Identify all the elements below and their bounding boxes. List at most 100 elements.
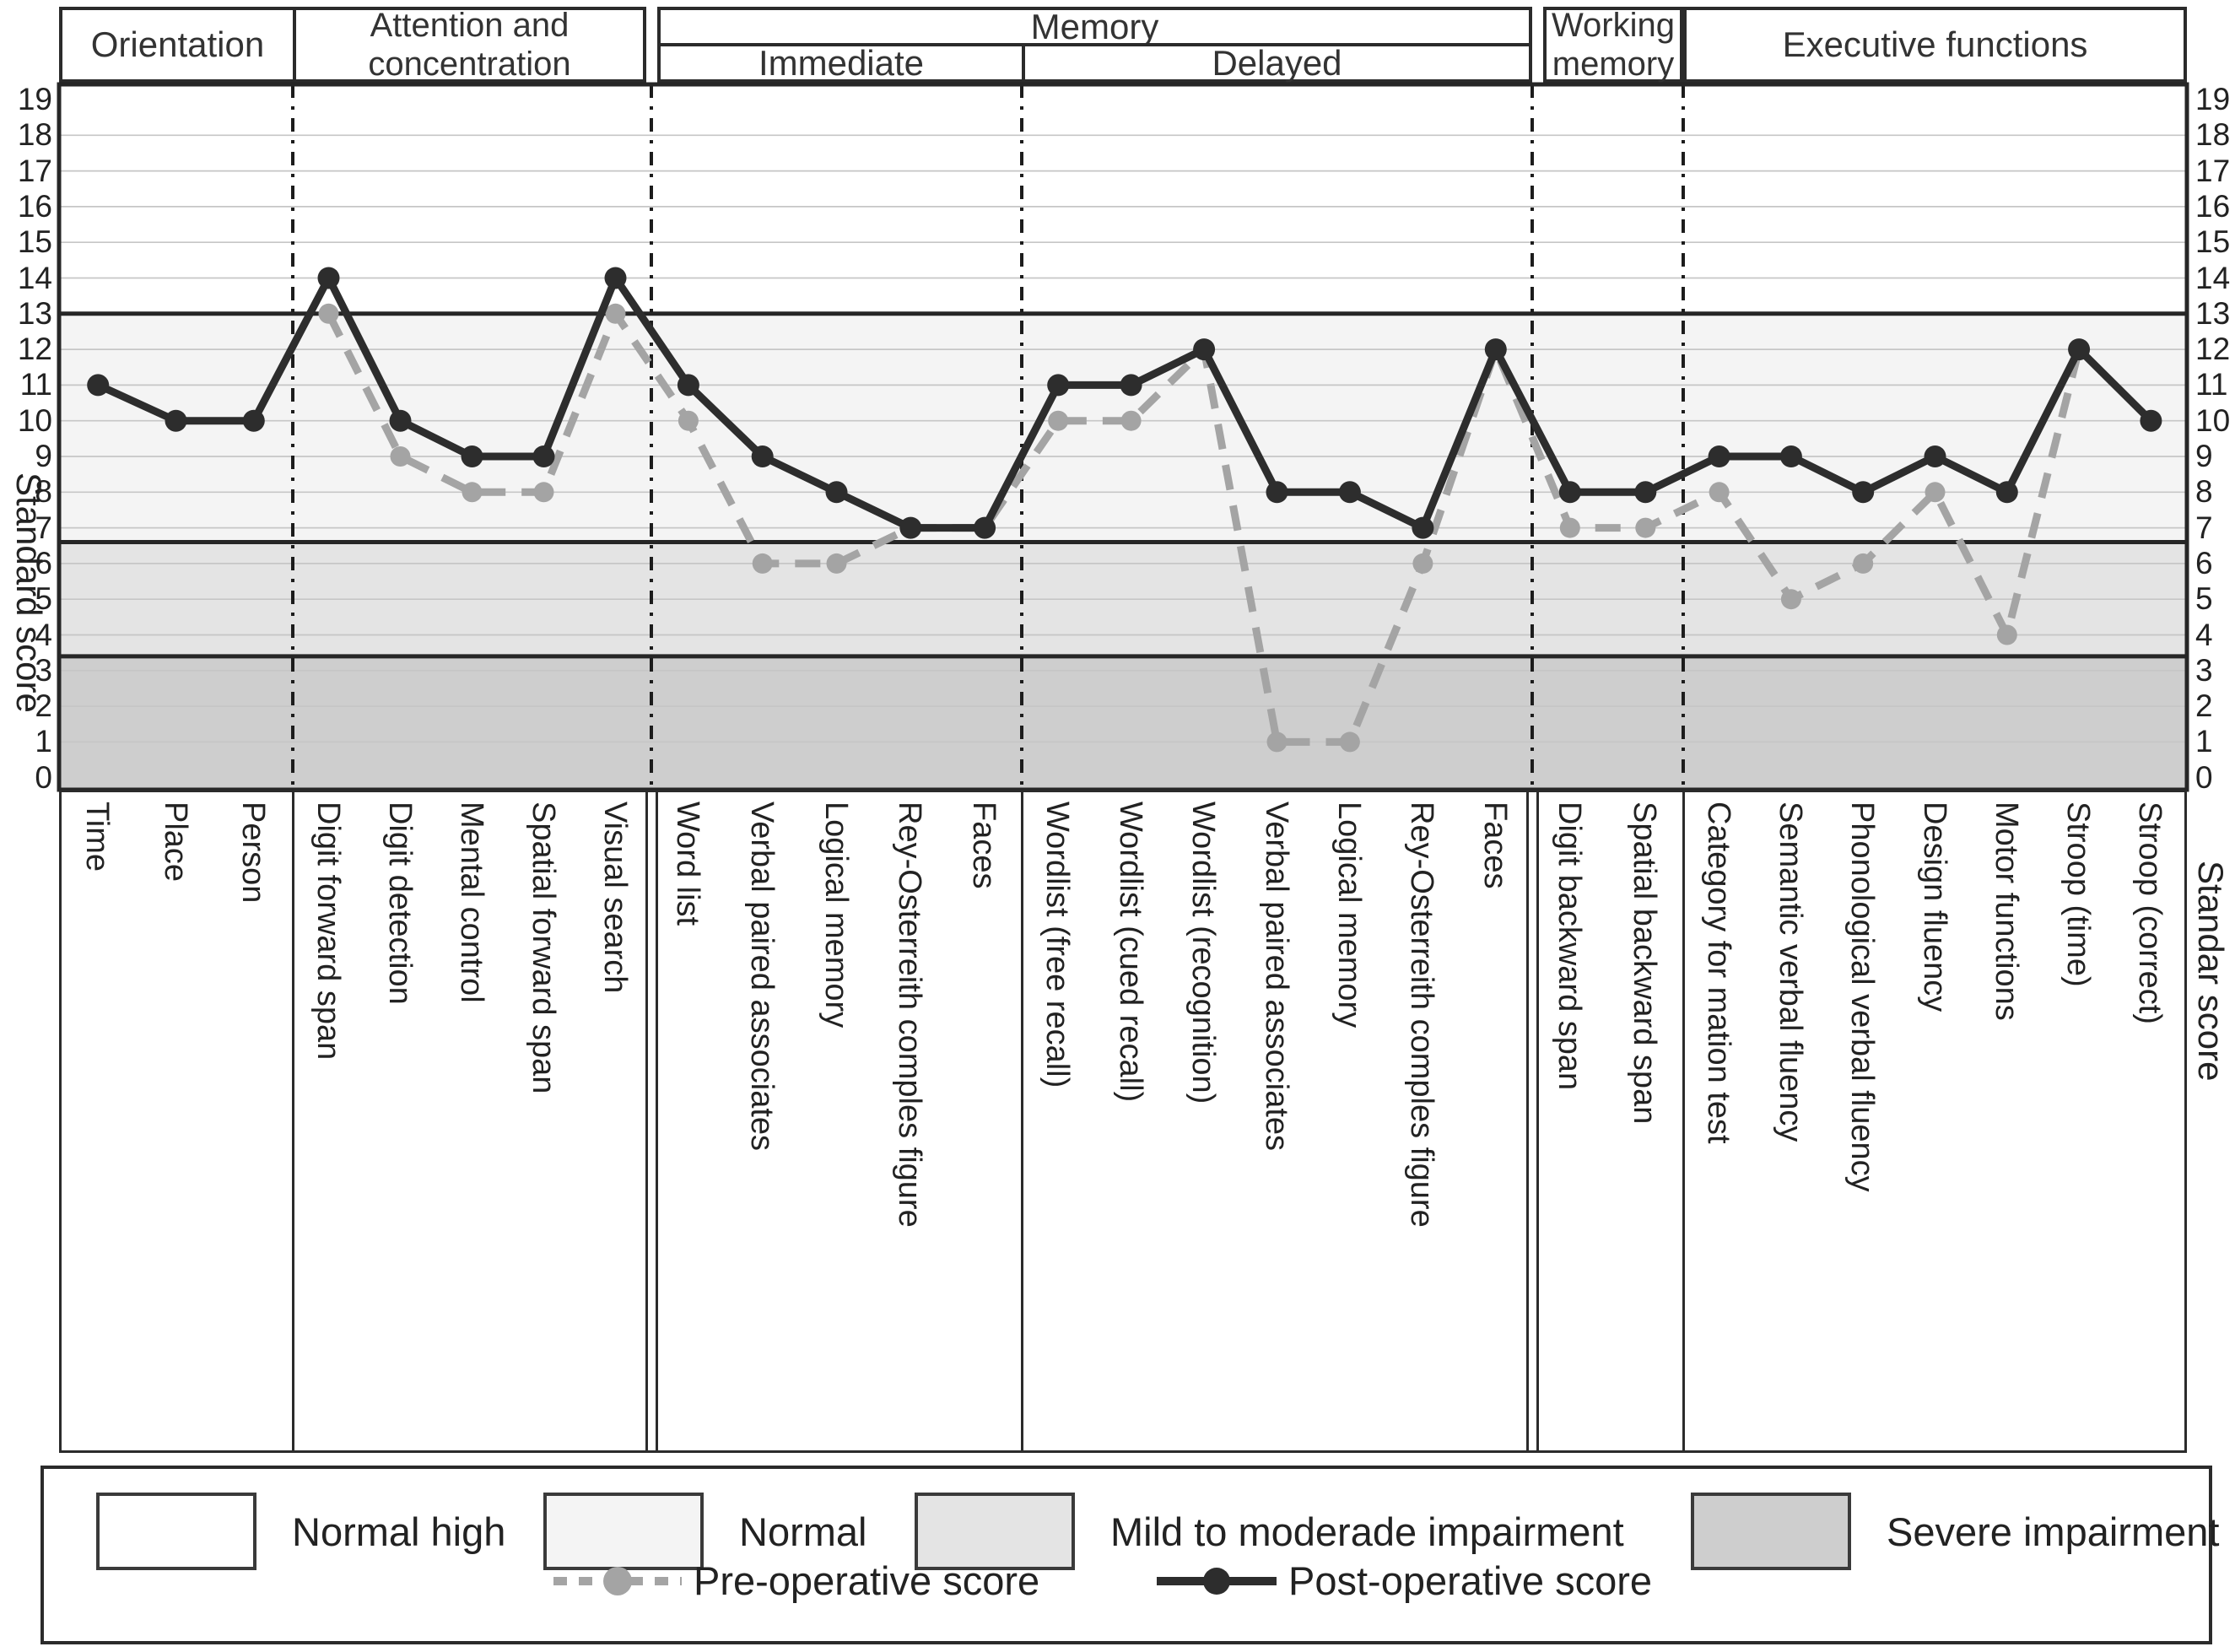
label-area-divider [1525, 792, 1529, 1450]
label-area-divider [1536, 792, 1539, 1450]
data-point [1412, 553, 1433, 574]
data-point [1193, 338, 1216, 361]
y-tick-left: 2 [35, 688, 52, 724]
data-point [974, 516, 996, 539]
data-point [751, 445, 774, 467]
y-tick-right: 16 [2195, 188, 2231, 224]
y-tick-right: 10 [2195, 402, 2231, 438]
data-point [1338, 481, 1361, 504]
x-label: Rey-Osterreith comples figure [1404, 802, 1440, 1228]
x-label: Stroop (correct) [2132, 802, 2168, 1024]
y-tick-right: 18 [2195, 117, 2231, 153]
x-label: Visual search [597, 802, 633, 994]
legend-swatch [543, 1493, 704, 1570]
data-point [1484, 338, 1507, 361]
section-header-executive-functions: Executive functions [1683, 7, 2187, 83]
x-label: Digit detection [381, 802, 418, 1005]
data-point [462, 482, 483, 503]
y-tick-right: 12 [2195, 332, 2231, 367]
pre-operative-line-sample [553, 1566, 682, 1595]
section-header-attention: Attention and concentration [293, 7, 646, 83]
data-point [1047, 374, 1070, 397]
y-tick-left: 16 [17, 188, 52, 224]
data-point [2140, 409, 2162, 432]
data-point [532, 445, 555, 467]
legend-band-label: Normal high [292, 1509, 506, 1554]
y-tick-left: 6 [35, 545, 52, 580]
x-label: Faces [1477, 802, 1513, 889]
x-label: Word list [669, 802, 705, 926]
data-point [533, 482, 554, 503]
x-label: Person [235, 802, 271, 904]
y-tick-right: 15 [2195, 224, 2231, 260]
data-point [389, 409, 412, 432]
data-point [1853, 553, 1874, 574]
x-label: Category for mation test [1700, 802, 1736, 1144]
data-point [605, 303, 626, 324]
data-point [826, 553, 847, 574]
legend-band-label: Normal [739, 1509, 867, 1554]
section-header-working-memory: Working memory [1543, 7, 1683, 83]
data-point [390, 446, 411, 467]
legend: Normal high Normal Mild to moderade impair… [40, 1466, 2219, 1644]
x-label: Logical memory [818, 802, 854, 1028]
band-normal [59, 313, 2187, 543]
y-tick-left: 10 [17, 402, 52, 438]
legend-band-normal: Normal [543, 1493, 866, 1570]
y-tick-right: 6 [2195, 545, 2213, 580]
x-label: Place [157, 802, 193, 883]
band-normal-high [59, 84, 2187, 314]
x-label: Time [79, 802, 116, 872]
label-area-divider [645, 792, 648, 1450]
y-tick-left: 8 [35, 474, 52, 510]
right-axis-title: Standar score [2191, 861, 2231, 1082]
x-label: Wordlist (free recall) [1039, 802, 1076, 1088]
data-point [677, 374, 699, 397]
section-header-memory-delayed: Delayed [1022, 43, 1532, 83]
x-label: Logical memory [1331, 802, 1367, 1028]
data-point [461, 445, 483, 467]
data-point [1120, 410, 1142, 431]
y-tick-left: 0 [35, 759, 52, 795]
x-label: Digit forward span [310, 802, 346, 1061]
x-label: Phonological verbal fluency [1844, 802, 1881, 1192]
y-tick-left: 1 [35, 724, 52, 759]
label-area-divider [1682, 792, 1685, 1450]
y-tick-right: 5 [2195, 581, 2213, 617]
y-tick-right: 17 [2195, 153, 2231, 188]
data-point [1559, 517, 1580, 538]
legend-band-normal-high: Normal high [96, 1493, 505, 1570]
x-label-area [59, 790, 2187, 1453]
data-point [1995, 481, 2018, 504]
legend-band-label: Severe impairment [1887, 1509, 2220, 1554]
data-point [1924, 445, 1946, 467]
y-tick-left: 17 [17, 153, 52, 188]
x-label: Faces [966, 802, 1002, 889]
y-tick-left: 4 [35, 617, 52, 652]
data-point [317, 267, 340, 289]
y-tick-left: 18 [17, 117, 52, 153]
x-label: Verbal paired associates [1258, 802, 1294, 1152]
data-point [1925, 482, 1946, 503]
y-tick-right: 9 [2195, 439, 2213, 473]
data-point [318, 303, 339, 324]
y-tick-left: 7 [35, 510, 52, 545]
legend-post-operative-label: Post-operative score [1288, 1558, 1653, 1603]
legend-band-mild-to-moderade-impairment: Mild to moderade impairment [915, 1493, 1624, 1570]
data-point [1635, 517, 1656, 538]
y-tick-right: 2 [2195, 688, 2213, 724]
x-label: Stroop (time) [2060, 802, 2097, 987]
data-point [604, 267, 627, 289]
data-point [1339, 732, 1360, 753]
data-point [2068, 338, 2091, 361]
legend-post-operative: Post-operative score [1153, 1558, 1652, 1604]
x-label: Semantic verbal fluency [1772, 802, 1808, 1142]
y-tick-right: 8 [2195, 474, 2213, 510]
label-area-divider [655, 792, 658, 1450]
legend-swatch [96, 1493, 256, 1570]
x-label: Motor functions [1988, 802, 2024, 1021]
left-axis-title: Standard score [9, 472, 49, 713]
x-label: Spatial backward span [1627, 802, 1663, 1125]
